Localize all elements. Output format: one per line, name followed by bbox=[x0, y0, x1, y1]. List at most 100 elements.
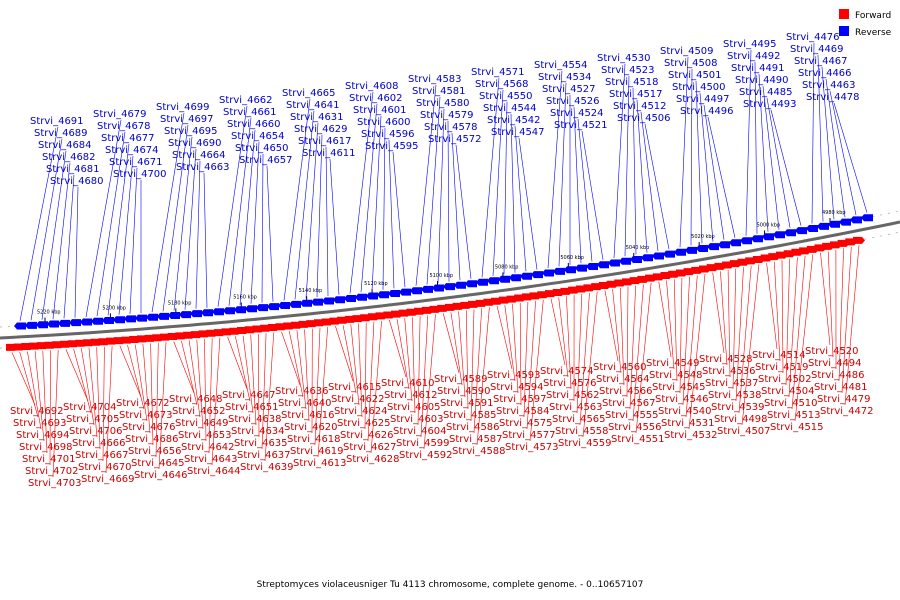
gene-label: Strvi_4491 bbox=[731, 63, 785, 74]
gene-label: Strvi_4694 bbox=[16, 430, 70, 441]
gene-connector bbox=[720, 271, 728, 366]
gene-arrow bbox=[531, 271, 543, 279]
gene-connector bbox=[316, 134, 323, 298]
gene-arrow bbox=[344, 295, 356, 303]
gene-connector bbox=[518, 137, 538, 270]
gene-label: Strvi_4536 bbox=[702, 366, 756, 377]
gene-label: Strvi_4509 bbox=[660, 46, 714, 57]
gene-label: Strvi_4586 bbox=[446, 422, 500, 433]
gene-connector bbox=[283, 98, 311, 301]
gene-connector bbox=[566, 296, 572, 390]
gene-label: Strvi_4508 bbox=[664, 58, 718, 69]
gene-connector bbox=[632, 87, 637, 255]
gene-label: Strvi_4698 bbox=[19, 442, 73, 453]
gene-connector bbox=[620, 288, 625, 386]
gene-connector bbox=[150, 343, 154, 446]
gene-label: Strvi_4476 bbox=[786, 32, 840, 43]
gene-label: Strvi_4566 bbox=[599, 386, 653, 397]
gene-label: Strvi_4559 bbox=[558, 438, 612, 449]
gene-connector bbox=[841, 246, 852, 394]
gene-label: Strvi_4526 bbox=[546, 96, 600, 107]
gene-label: Strvi_4674 bbox=[105, 145, 159, 156]
gene-connector bbox=[74, 186, 79, 318]
gene-connector bbox=[228, 117, 252, 306]
gene-label: Strvi_4692 bbox=[10, 406, 64, 417]
gene-label: Strvi_4539 bbox=[711, 402, 765, 413]
gene-label: Strvi_4587 bbox=[449, 434, 503, 445]
gene-connector bbox=[466, 310, 469, 410]
gene-arrow bbox=[476, 278, 488, 286]
gene-connector bbox=[732, 268, 737, 390]
gene-label: Strvi_4595 bbox=[365, 141, 419, 152]
gene-connector bbox=[364, 322, 367, 430]
gene-arrow bbox=[201, 309, 213, 317]
gene-arrow bbox=[168, 311, 180, 319]
gene-label: Strvi_4671 bbox=[109, 157, 163, 168]
gene-connector bbox=[470, 309, 475, 422]
gene-connector bbox=[65, 349, 89, 402]
gene-connector bbox=[266, 165, 274, 302]
chromosome-backbone bbox=[0, 210, 900, 349]
gene-connector bbox=[27, 351, 42, 430]
gene-connector bbox=[235, 336, 251, 402]
tick-label: 5160 kbp bbox=[233, 295, 257, 301]
gene-label: Strvi_4562 bbox=[546, 390, 600, 401]
gene-label: Strvi_4673 bbox=[119, 410, 173, 421]
gene-connector bbox=[612, 289, 622, 374]
gene-arrow bbox=[311, 298, 323, 306]
gene-label: Strvi_4478 bbox=[806, 92, 860, 103]
gene-label: Strvi_4519 bbox=[755, 362, 809, 373]
gene-arrow bbox=[806, 225, 818, 233]
gene-connector bbox=[658, 281, 672, 358]
gene-connector bbox=[155, 342, 159, 458]
gene-arrow bbox=[575, 264, 587, 272]
gene-arrow bbox=[828, 220, 840, 228]
gene-label: Strvi_4613 bbox=[293, 458, 347, 469]
genome-caption: Streptomyces violaceusniger Tu 4113 chro… bbox=[257, 580, 644, 590]
gene-label: Strvi_4524 bbox=[550, 108, 604, 119]
gene-label: Strvi_4703 bbox=[28, 478, 82, 489]
gene-label: Strvi_4627 bbox=[343, 442, 397, 453]
gene-connector bbox=[685, 275, 698, 418]
gene-label: Strvi_4642 bbox=[181, 442, 235, 453]
gene-label: Strvi_4591 bbox=[440, 398, 494, 409]
gene-label: Strvi_4624 bbox=[334, 406, 388, 417]
gene-label: Strvi_4486 bbox=[811, 370, 865, 381]
gene-arrow bbox=[36, 321, 48, 329]
gene-label: Strvi_4501 bbox=[668, 70, 722, 81]
gene-connector bbox=[519, 303, 522, 406]
gene-connector bbox=[735, 267, 744, 402]
gene-label: Strvi_4691 bbox=[30, 116, 84, 127]
gene-label: Strvi_4684 bbox=[38, 140, 92, 151]
gene-label: Strvi_4661 bbox=[223, 107, 277, 118]
gene-label: Strvi_4678 bbox=[97, 121, 151, 132]
gene-connector bbox=[119, 345, 142, 398]
gene-arrow bbox=[267, 303, 279, 311]
gene-connector bbox=[579, 292, 590, 426]
gene-label: Strvi_4601 bbox=[353, 105, 407, 116]
gene-connector bbox=[11, 352, 36, 406]
gene-label: Strvi_4585 bbox=[443, 410, 497, 421]
gene-connector bbox=[820, 252, 831, 346]
gene-label: Strvi_4527 bbox=[542, 84, 596, 95]
gene-arrow bbox=[179, 311, 191, 319]
gene-label: Strvi_4560 bbox=[593, 362, 647, 373]
gene-connector bbox=[576, 293, 583, 414]
gene-label: Strvi_4523 bbox=[601, 65, 655, 76]
gene-connector bbox=[329, 158, 340, 295]
gene-label: Strvi_4686 bbox=[125, 434, 179, 445]
gene-arrow bbox=[399, 288, 411, 296]
gene-label: Strvi_4616 bbox=[281, 410, 335, 421]
gene-label: Strvi_4706 bbox=[69, 426, 123, 437]
gene-connector bbox=[644, 123, 670, 250]
gene-connector bbox=[242, 335, 254, 414]
gene-connector bbox=[827, 251, 834, 358]
legend-forward-swatch bbox=[839, 9, 849, 19]
gene-label: Strvi_4481 bbox=[814, 382, 868, 393]
gene-connector bbox=[195, 160, 201, 309]
legend-forward-label: Forward bbox=[855, 11, 891, 21]
gene-label: Strvi_4640 bbox=[278, 398, 332, 409]
gene-label: Strvi_4502 bbox=[758, 374, 812, 385]
gene-connector bbox=[838, 248, 844, 382]
gene-connector bbox=[305, 122, 319, 299]
